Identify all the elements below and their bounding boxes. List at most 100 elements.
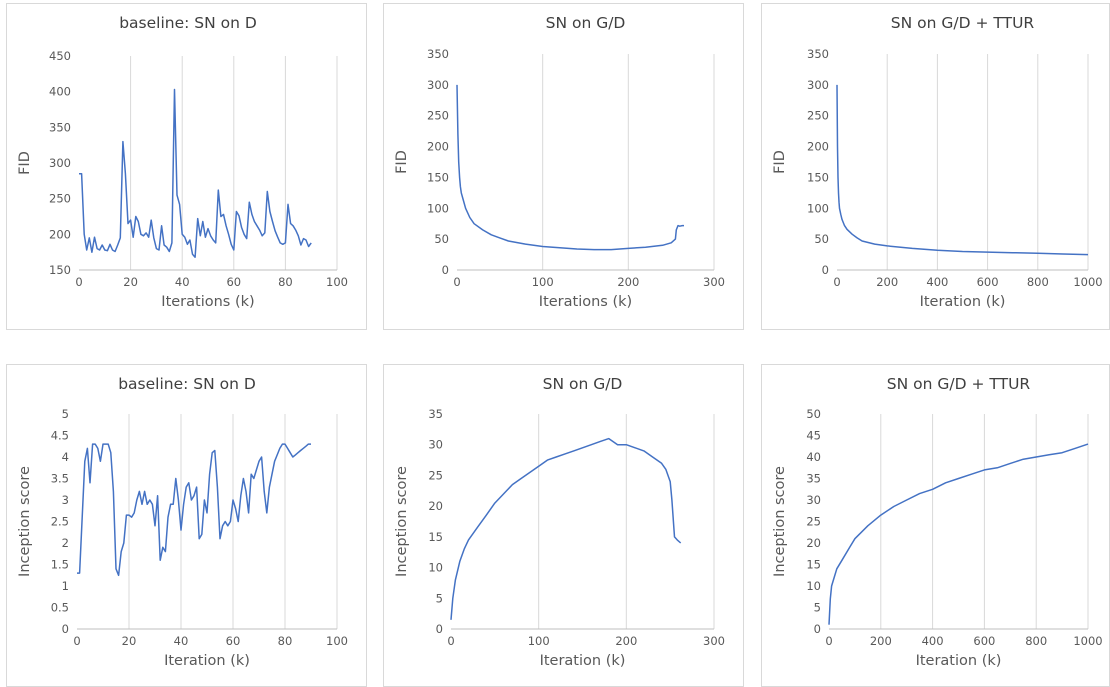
x-tick-label: 300	[703, 634, 725, 648]
x-tick-label: 200	[615, 634, 637, 648]
x-tick-label: 80	[278, 275, 293, 289]
y-tick-label: 15	[806, 558, 821, 572]
y-tick-label: 100	[807, 201, 829, 215]
y-tick-label: 3.5	[51, 472, 69, 486]
y-tick-label: 30	[806, 493, 821, 507]
x-axis-label: Iteration (k)	[164, 653, 250, 669]
chart-title: SN on G/D + TTUR	[891, 14, 1035, 32]
x-tick-label: 0	[825, 634, 832, 648]
x-tick-label: 40	[174, 634, 189, 648]
y-tick-label: 35	[428, 407, 443, 421]
y-tick-label: 45	[806, 429, 821, 443]
y-tick-label: 2.5	[51, 515, 69, 529]
x-axis-label: Iterations (k)	[161, 294, 254, 310]
y-tick-label: 20	[806, 536, 821, 550]
x-tick-label: 0	[73, 634, 80, 648]
x-tick-label: 0	[833, 275, 840, 289]
y-tick-label: 350	[49, 120, 71, 134]
y-axis-label: FID	[17, 151, 33, 175]
y-tick-label: 2	[62, 536, 69, 550]
y-tick-label: 300	[49, 156, 71, 170]
x-tick-label: 1000	[1073, 634, 1102, 648]
y-tick-label: 5	[814, 601, 821, 615]
y-tick-label: 1	[62, 579, 69, 593]
chart-svg: 0 20 40 60 80 100 0 0.5 1 1.5 2 2.5 3 3.5 4 4.5 5 baselin…	[17, 375, 348, 669]
y-tick-label: 15	[428, 530, 443, 544]
x-tick-label: 100	[532, 275, 554, 289]
y-axis-label: FID	[394, 150, 410, 174]
x-tick-label: 400	[926, 275, 948, 289]
chart-title: baseline: SN on D	[118, 375, 256, 393]
y-axis-label: Inception score	[17, 466, 33, 577]
y-tick-label: 400	[49, 85, 71, 99]
x-axis-label: Iteration (k)	[916, 653, 1002, 669]
y-tick-label: 1.5	[51, 558, 69, 572]
y-tick-label: 4	[62, 450, 69, 464]
x-tick-label: 600	[977, 275, 999, 289]
chart-title: baseline: SN on D	[119, 14, 257, 32]
chart-svg: 0 200 400 600 800 1000 0 50 100 150 200 250 300 350 SN…	[772, 14, 1103, 310]
x-tick-label: 100	[528, 634, 550, 648]
series-line	[836, 84, 1089, 256]
y-tick-label: 25	[428, 468, 443, 482]
y-axis-label: FID	[772, 150, 788, 174]
chart-svg: 0 100 200 300 0 50 100 150 200 250 300 350 SN on G/D…	[394, 14, 725, 310]
y-tick-label: 150	[807, 170, 829, 184]
y-tick-label: 200	[49, 227, 71, 241]
y-tick-label: 5	[436, 591, 443, 605]
x-axis-label: Iteration (k)	[920, 294, 1006, 310]
x-tick-label: 100	[326, 634, 348, 648]
chart-panel-inception-sn-gd: 0 100 200 300 0 5 10 15 20 25 30 35 SN on G/D Iterati…	[383, 364, 744, 687]
y-tick-label: 150	[427, 170, 449, 184]
x-tick-label: 400	[922, 634, 944, 648]
x-tick-label: 300	[703, 275, 725, 289]
y-axis-label: Inception score	[772, 466, 788, 577]
y-tick-label: 300	[427, 78, 449, 92]
chart-svg: 0 100 200 300 0 5 10 15 20 25 30 35 SN on G/D Iterati…	[394, 375, 725, 669]
y-tick-label: 200	[427, 140, 449, 154]
y-tick-label: 30	[428, 438, 443, 452]
series-line	[828, 443, 1089, 625]
x-tick-label: 100	[326, 275, 348, 289]
x-tick-label: 60	[226, 634, 241, 648]
x-tick-label: 800	[1027, 275, 1049, 289]
y-tick-label: 0	[442, 263, 449, 277]
y-tick-label: 250	[427, 109, 449, 123]
y-tick-label: 50	[434, 232, 449, 246]
x-tick-label: 600	[973, 634, 995, 648]
x-tick-label: 200	[617, 275, 639, 289]
x-tick-label: 800	[1025, 634, 1047, 648]
x-tick-label: 60	[226, 275, 241, 289]
y-tick-label: 0	[436, 622, 443, 636]
x-tick-label: 200	[876, 275, 898, 289]
y-tick-label: 25	[806, 515, 821, 529]
y-tick-label: 350	[807, 47, 829, 61]
y-tick-label: 350	[427, 47, 449, 61]
chart-panel-fid-sn-gd-ttur: 0 200 400 600 800 1000 0 50 100 150 200 250 300 350 SN…	[761, 3, 1110, 330]
x-tick-label: 200	[870, 634, 892, 648]
chart-title: SN on G/D + TTUR	[887, 375, 1031, 393]
x-axis-label: Iterations (k)	[539, 294, 632, 310]
chart-title: SN on G/D	[543, 375, 623, 393]
x-tick-label: 40	[175, 275, 190, 289]
y-tick-label: 10	[428, 561, 443, 575]
y-tick-label: 20	[428, 499, 443, 513]
y-tick-label: 0.5	[51, 601, 69, 615]
series-line	[77, 443, 311, 577]
chart-panel-inception-baseline: 0 20 40 60 80 100 0 0.5 1 1.5 2 2.5 3 3.5 4 4.5 5 baselin…	[6, 364, 367, 687]
series-line	[456, 84, 684, 251]
y-tick-label: 3	[62, 493, 69, 507]
x-tick-label: 20	[122, 634, 137, 648]
y-tick-label: 50	[806, 407, 821, 421]
y-tick-label: 50	[814, 232, 829, 246]
series-line	[450, 437, 682, 620]
y-tick-label: 4.5	[51, 429, 69, 443]
y-tick-label: 300	[807, 78, 829, 92]
y-tick-label: 10	[806, 579, 821, 593]
y-axis-label: Inception score	[394, 466, 410, 577]
y-tick-label: 35	[806, 472, 821, 486]
y-tick-label: 40	[806, 450, 821, 464]
x-tick-label: 1000	[1073, 275, 1102, 289]
y-tick-label: 0	[62, 622, 69, 636]
x-tick-label: 0	[453, 275, 460, 289]
